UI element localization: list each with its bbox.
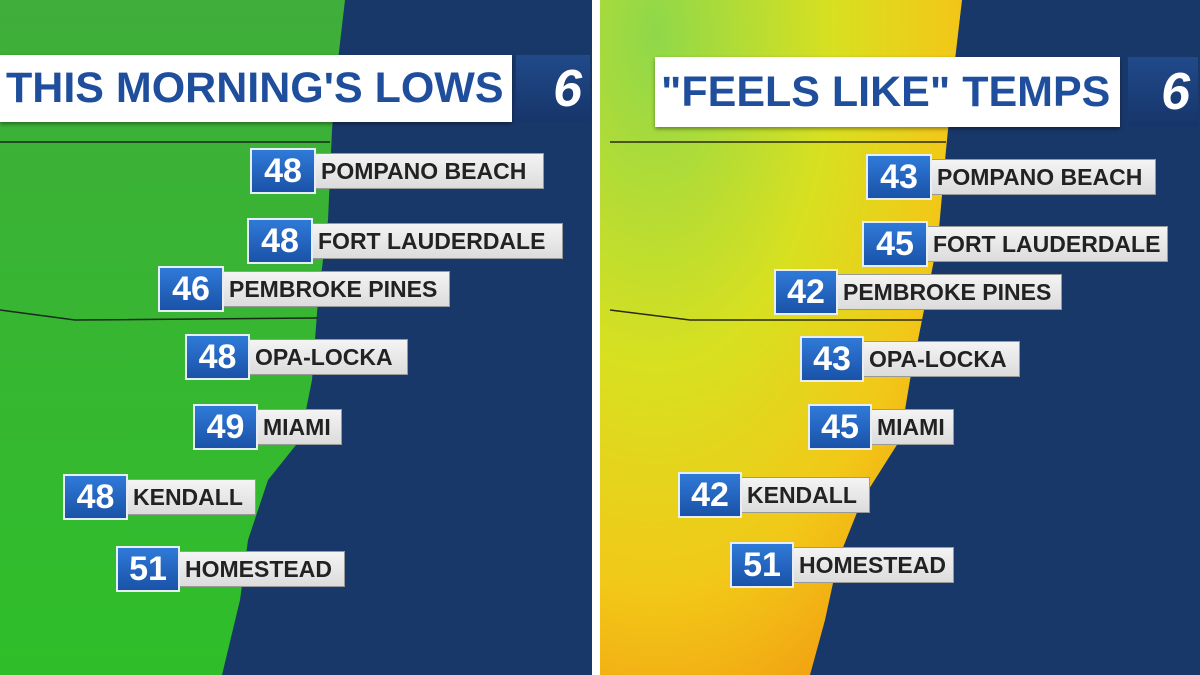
location-name: OPA-LOCKA <box>248 339 408 375</box>
temperature: 48 <box>250 148 316 194</box>
temperature: 42 <box>678 472 742 518</box>
temperature: 48 <box>185 334 250 380</box>
temperature: 43 <box>800 336 864 382</box>
temperature: 51 <box>116 546 180 592</box>
logo: 6 <box>1128 57 1198 127</box>
temperature: 48 <box>247 218 313 264</box>
temperature: 45 <box>808 404 872 450</box>
location-name: PEMBROKE PINES <box>836 274 1062 310</box>
title: THIS MORNING'S LOWS <box>0 55 512 122</box>
location-name: POMPANO BEACH <box>930 159 1156 195</box>
temperature: 49 <box>193 404 258 450</box>
logo: 6 <box>516 55 590 122</box>
location-name: HOMESTEAD <box>178 551 345 587</box>
temperature: 42 <box>774 269 838 315</box>
location-name: KENDALL <box>126 479 256 515</box>
location-name: OPA-LOCKA <box>862 341 1020 377</box>
temperature: 46 <box>158 266 224 312</box>
temperature: 45 <box>862 221 928 267</box>
panel: "FEELS LIKE" TEMPS 6 POMPANO BEACH 43 FORT L… <box>600 0 1200 675</box>
location-name: PEMBROKE PINES <box>222 271 450 307</box>
location-name: HOMESTEAD <box>792 547 954 583</box>
location-name: MIAMI <box>256 409 342 445</box>
location-name: MIAMI <box>870 409 954 445</box>
location-name: KENDALL <box>740 477 870 513</box>
temperature: 51 <box>730 542 794 588</box>
panel: THIS MORNING'S LOWS 6 POMPANO BEACH 48 FORT … <box>0 0 592 675</box>
temperature: 48 <box>63 474 128 520</box>
divider <box>592 0 600 675</box>
location-name: FORT LAUDERDALE <box>926 226 1168 262</box>
temperature: 43 <box>866 154 932 200</box>
location-name: POMPANO BEACH <box>314 153 544 189</box>
title: "FEELS LIKE" TEMPS <box>655 57 1120 127</box>
location-name: FORT LAUDERDALE <box>311 223 563 259</box>
